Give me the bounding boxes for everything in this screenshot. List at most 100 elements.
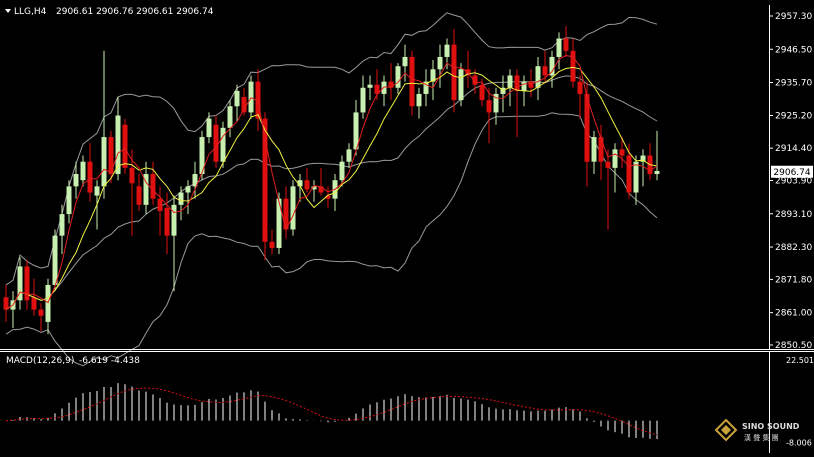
candle-bear bbox=[150, 174, 156, 199]
candle-bull bbox=[458, 69, 464, 101]
candle-bull bbox=[185, 186, 191, 193]
candle-bear bbox=[374, 84, 380, 94]
candle-bull bbox=[535, 66, 541, 88]
candle-bull bbox=[430, 69, 436, 82]
diamond-logo-inner-icon bbox=[721, 425, 731, 435]
candle-bull bbox=[192, 174, 198, 187]
bollinger-upper bbox=[5, 12, 658, 286]
current-price-box bbox=[771, 165, 813, 178]
candle-bull bbox=[633, 161, 639, 193]
candle-bull bbox=[206, 118, 212, 138]
candle-bear bbox=[164, 207, 170, 236]
triangle-down-icon[interactable] bbox=[5, 9, 11, 13]
ma-slow-line bbox=[5, 66, 658, 311]
price-tick-label: 2861.00 bbox=[775, 309, 812, 319]
candle-bull bbox=[507, 75, 513, 88]
candle-bull bbox=[220, 127, 226, 162]
candle-bear bbox=[577, 81, 583, 94]
candle-bear bbox=[129, 167, 135, 184]
candle-bear bbox=[514, 75, 520, 91]
candle-bear bbox=[563, 38, 569, 51]
macd-panel bbox=[5, 383, 658, 440]
candle-bear bbox=[108, 137, 114, 175]
candle-bull bbox=[654, 170, 660, 175]
candle-bull bbox=[612, 149, 618, 168]
candle-bull bbox=[416, 93, 422, 107]
candle-bear bbox=[619, 149, 625, 156]
candle-bear bbox=[486, 100, 492, 113]
candle-bear bbox=[626, 155, 632, 193]
candle-bear bbox=[38, 309, 44, 316]
candle-bear bbox=[262, 118, 268, 242]
candle-bull bbox=[80, 161, 86, 181]
price-tick-label: 2903.90 bbox=[775, 177, 812, 187]
candle-bear bbox=[605, 161, 611, 168]
candle-bull bbox=[73, 174, 79, 187]
price-tick-label: 2893.10 bbox=[775, 210, 812, 220]
candle-bull bbox=[493, 93, 499, 113]
candle-bear bbox=[255, 81, 261, 119]
candle-bull bbox=[52, 235, 58, 285]
candle-bull bbox=[437, 56, 443, 70]
current-price-label: 2906.74 bbox=[773, 168, 810, 178]
watermark-brand: SINO SOUND bbox=[742, 422, 800, 431]
watermark: SINO SOUND 漢 聲 集 團 bbox=[714, 418, 800, 442]
candle-bear bbox=[283, 198, 289, 230]
candle-bull bbox=[339, 161, 345, 181]
candle-bull bbox=[444, 44, 450, 57]
price-tick-label: 2850.50 bbox=[775, 341, 812, 351]
candle-bull bbox=[66, 186, 72, 215]
candle-bear bbox=[269, 241, 275, 248]
candle-bull bbox=[45, 284, 51, 322]
candle-bull bbox=[248, 81, 254, 113]
candle-bear bbox=[409, 56, 415, 107]
candle-bull bbox=[591, 137, 597, 162]
candle-bear bbox=[388, 81, 394, 88]
candle-bull bbox=[178, 192, 184, 205]
candle-bull bbox=[367, 84, 373, 88]
candle-bull bbox=[115, 115, 121, 175]
candle-bear bbox=[598, 137, 604, 162]
candle-bull bbox=[59, 214, 65, 236]
macd-label: MACD(12,26,9) bbox=[6, 356, 74, 366]
candle-bull bbox=[549, 56, 555, 76]
candle-bull bbox=[381, 81, 387, 94]
candle-bear bbox=[24, 266, 30, 301]
candle-bear bbox=[31, 297, 37, 310]
candle-bear bbox=[87, 161, 93, 193]
candle-bull bbox=[101, 137, 107, 187]
candle-bull bbox=[234, 90, 240, 107]
macd-axis: 22.501 -8.006 bbox=[786, 356, 814, 447]
candle-bear bbox=[157, 198, 163, 211]
ma-fast-line bbox=[5, 54, 658, 311]
chart-header: LLG,H4 2906.61 2906.76 2906.61 2906.74 bbox=[5, 7, 214, 17]
candle-bear bbox=[325, 195, 331, 199]
candle-bull bbox=[423, 81, 429, 94]
candle-bear bbox=[528, 81, 534, 88]
price-tick-label: 2871.80 bbox=[775, 275, 812, 285]
candle-bull bbox=[297, 180, 303, 187]
candle-bull bbox=[311, 186, 317, 190]
candle-bear bbox=[241, 97, 247, 113]
candle-bull bbox=[360, 87, 366, 113]
bollinger-middle bbox=[5, 75, 658, 311]
macd-tick-label: 22.501 bbox=[786, 356, 814, 365]
candle-bull bbox=[402, 56, 408, 67]
candle-bear bbox=[451, 44, 457, 101]
candle-bear bbox=[542, 66, 548, 76]
macd-values: -6.619 -4.438 bbox=[79, 356, 140, 366]
candle-bear bbox=[304, 180, 310, 190]
candle-bear bbox=[136, 186, 142, 205]
candle-bull bbox=[521, 81, 527, 91]
candle-bull bbox=[199, 137, 205, 175]
bollinger-lower bbox=[5, 112, 658, 367]
price-tick-label: 2946.50 bbox=[775, 45, 812, 55]
symbol-label: LLG,H4 bbox=[14, 7, 47, 17]
bollinger-bands bbox=[5, 12, 658, 367]
candle-bear bbox=[3, 297, 9, 310]
current-price-tag: 2906.74 bbox=[771, 165, 813, 178]
macd-tick-label: -8.006 bbox=[786, 438, 812, 447]
candle-bear bbox=[213, 124, 219, 162]
